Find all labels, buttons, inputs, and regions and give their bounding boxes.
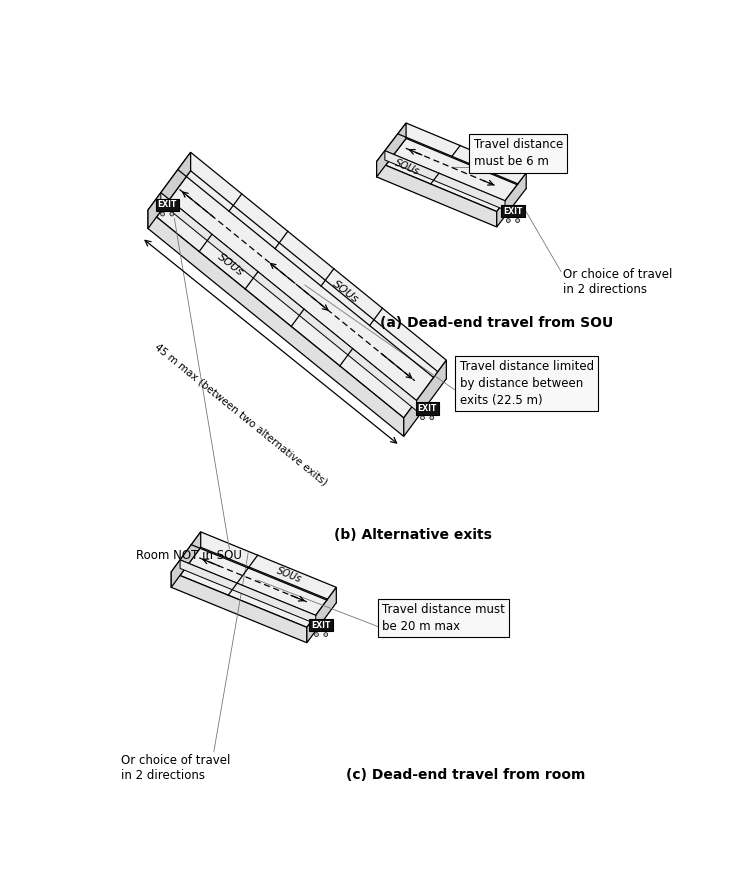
Circle shape xyxy=(516,218,520,223)
Text: EXIT: EXIT xyxy=(158,201,177,210)
Text: EXIT: EXIT xyxy=(311,621,331,629)
Polygon shape xyxy=(307,587,336,643)
Polygon shape xyxy=(385,151,505,210)
Circle shape xyxy=(421,415,424,420)
Polygon shape xyxy=(376,123,406,177)
Polygon shape xyxy=(376,123,526,211)
Circle shape xyxy=(324,633,328,636)
Polygon shape xyxy=(148,152,190,228)
Text: Travel distance
must be 6 m: Travel distance must be 6 m xyxy=(473,139,562,169)
Polygon shape xyxy=(171,532,336,628)
Circle shape xyxy=(160,212,164,216)
Polygon shape xyxy=(148,210,404,437)
Polygon shape xyxy=(496,173,526,227)
Bar xyxy=(310,619,333,631)
Bar xyxy=(416,402,439,415)
Bar xyxy=(155,199,178,211)
Circle shape xyxy=(170,212,174,216)
Text: SOUs: SOUs xyxy=(275,565,303,584)
Polygon shape xyxy=(148,152,446,418)
Polygon shape xyxy=(404,360,446,437)
Polygon shape xyxy=(171,572,307,643)
Polygon shape xyxy=(171,532,201,587)
Text: Room NOT in SOU: Room NOT in SOU xyxy=(136,549,242,562)
Text: SOUs: SOUs xyxy=(331,278,361,304)
Text: Or choice of travel
in 2 directions: Or choice of travel in 2 directions xyxy=(121,754,230,782)
Circle shape xyxy=(430,415,433,420)
Text: EXIT: EXIT xyxy=(503,207,523,216)
Text: SOUs: SOUs xyxy=(393,158,421,177)
Text: (a) Dead-end travel from SOU: (a) Dead-end travel from SOU xyxy=(380,316,614,330)
Text: (c) Dead-end travel from room: (c) Dead-end travel from room xyxy=(346,768,585,782)
Text: EXIT: EXIT xyxy=(418,404,436,413)
Text: SOUs: SOUs xyxy=(216,251,245,278)
Text: SOUs: SOUs xyxy=(475,155,502,174)
Polygon shape xyxy=(180,560,316,624)
Polygon shape xyxy=(160,193,416,411)
Text: Or choice of travel
in 2 directions: Or choice of travel in 2 directions xyxy=(562,268,672,296)
Text: (b) Alternative exits: (b) Alternative exits xyxy=(334,528,492,542)
Polygon shape xyxy=(376,162,496,227)
Text: 45 m max (between two alternative exits): 45 m max (between two alternative exits) xyxy=(153,342,330,488)
Circle shape xyxy=(314,633,319,636)
Text: Travel distance must
be 20 m max: Travel distance must be 20 m max xyxy=(382,603,505,633)
Bar xyxy=(501,205,524,217)
Text: Travel distance limited
by distance between
exits (22.5 m): Travel distance limited by distance betw… xyxy=(460,360,594,408)
Circle shape xyxy=(506,218,510,223)
